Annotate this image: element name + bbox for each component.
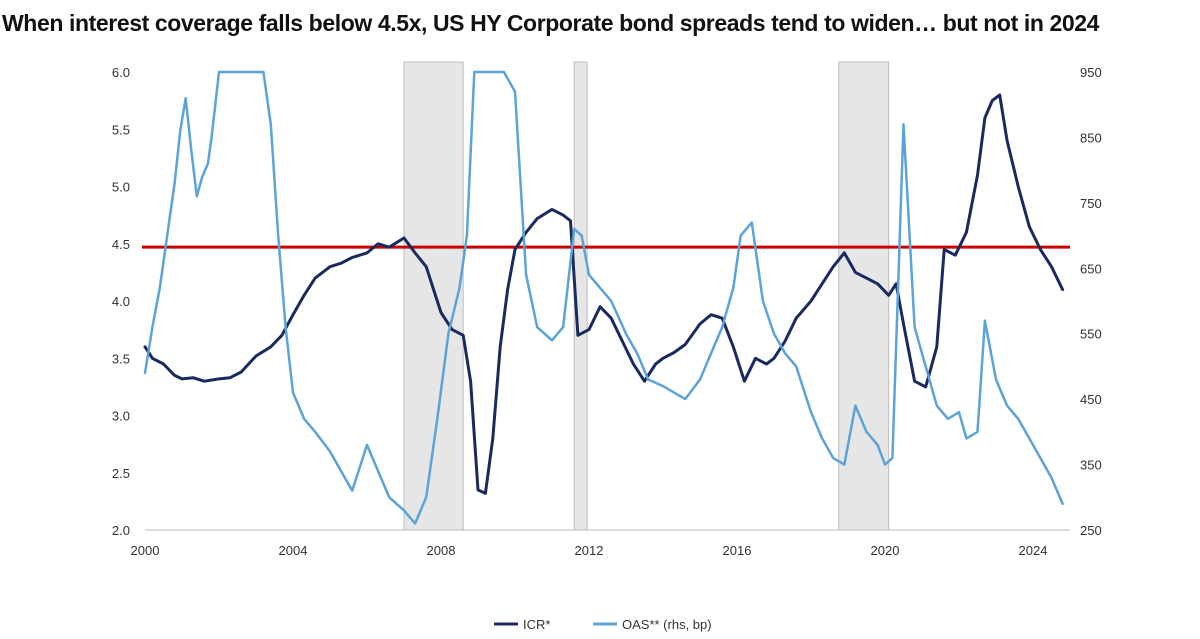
left-tick-label: 2.5 xyxy=(112,466,130,481)
x-tick-label: 2020 xyxy=(871,543,900,558)
right-tick-label: 350 xyxy=(1080,458,1102,473)
series-group xyxy=(143,70,1065,525)
x-tick-label: 2016 xyxy=(723,543,752,558)
x-tick-label: 2000 xyxy=(131,543,160,558)
right-tick-label: 750 xyxy=(1080,196,1102,211)
left-tick-label: 3.5 xyxy=(112,351,130,366)
series-line-icr xyxy=(143,93,1065,495)
legend-label-oas: OAS** (rhs, bp) xyxy=(622,617,712,632)
chart-title: When interest coverage falls below 4.5x,… xyxy=(2,10,1100,36)
left-tick-label: 5.5 xyxy=(112,122,130,137)
x-tick-label: 2012 xyxy=(575,543,604,558)
series-line-oas xyxy=(143,70,1064,525)
left-tick-label: 5.0 xyxy=(112,180,130,195)
left-tick-label: 2.0 xyxy=(112,523,130,538)
recession-shade-1 xyxy=(403,61,464,531)
right-tick-label: 250 xyxy=(1080,523,1102,538)
left-tick-label: 4.0 xyxy=(112,294,130,309)
right-tick-label: 950 xyxy=(1080,65,1102,80)
right-tick-label: 450 xyxy=(1080,392,1102,407)
x-tick-label: 2024 xyxy=(1019,543,1048,558)
left-tick-label: 6.0 xyxy=(112,65,130,80)
right-tick-label: 550 xyxy=(1080,327,1102,342)
right-tick-label: 650 xyxy=(1080,261,1102,276)
right-tick-label: 850 xyxy=(1080,130,1102,145)
x-tick-label: 2008 xyxy=(427,543,456,558)
x-tick-label: 2004 xyxy=(279,543,308,558)
right-axis-ticks: 250 350 450 550 650 750 850 950 xyxy=(1080,65,1102,538)
left-tick-label: 4.5 xyxy=(112,237,130,252)
legend-label-icr: ICR* xyxy=(523,617,550,632)
legend: ICR* OAS** (rhs, bp) xyxy=(494,617,712,632)
left-tick-label: 3.0 xyxy=(112,409,130,424)
x-axis-ticks: 2000 2004 2008 2012 2016 2020 2024 xyxy=(131,543,1048,558)
left-axis-ticks: 2.0 2.5 3.0 3.5 4.0 4.5 5.0 5.5 6.0 xyxy=(112,65,130,538)
